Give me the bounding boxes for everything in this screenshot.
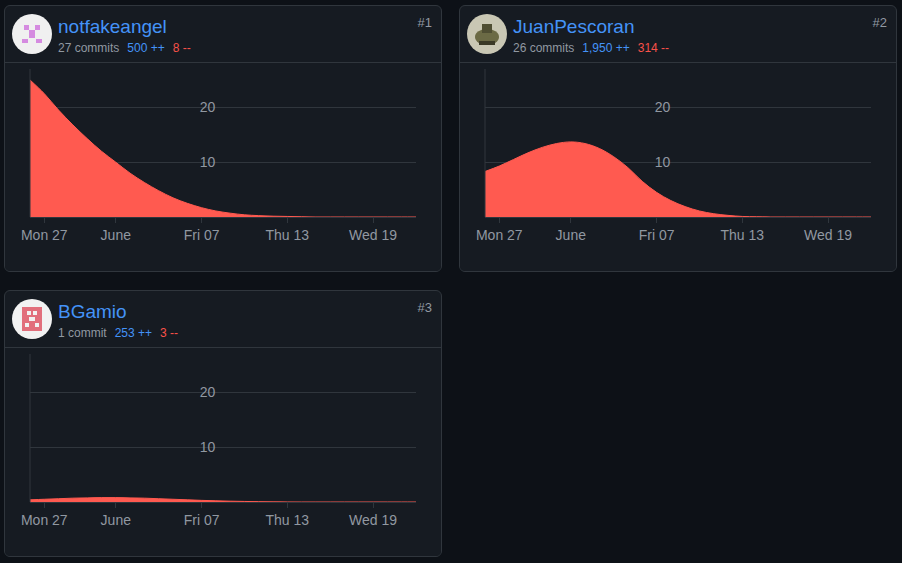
- html-text:8 --: 8 --: [172, 41, 191, 55]
- html-text:1 commit: 1 commit: [58, 326, 107, 340]
- html-text:3 --: 3 --: [160, 326, 179, 340]
- html-text:27 commits: 27 commits: [58, 41, 120, 55]
- svg-text:Fri 07: Fri 07: [639, 227, 675, 243]
- html-text:1,950 ++: 1,950 ++: [582, 41, 630, 55]
- svg-text:Wed 19: Wed 19: [349, 512, 397, 528]
- html-text:#2: #2: [872, 15, 887, 30]
- html-text:314 --: 314 --: [637, 41, 670, 55]
- svg-text:10: 10: [655, 154, 671, 170]
- svg-text:10: 10: [200, 154, 216, 170]
- svg-text:June: June: [556, 227, 587, 243]
- html-text:#3: #3: [417, 300, 432, 315]
- svg-text:Mon 27: Mon 27: [476, 227, 523, 243]
- html-text:BGamio: BGamio: [58, 301, 127, 322]
- svg-text:June: June: [101, 512, 132, 528]
- svg-text:10: 10: [200, 439, 216, 455]
- svg-text:Wed 19: Wed 19: [804, 227, 852, 243]
- svg-text:Thu 13: Thu 13: [266, 227, 310, 243]
- svg-text:20: 20: [200, 384, 216, 400]
- svg-text:Wed 19: Wed 19: [349, 227, 397, 243]
- html-text:#1: #1: [417, 15, 432, 30]
- html-text:500 ++: 500 ++: [127, 41, 165, 55]
- html-text:253 ++: 253 ++: [114, 326, 153, 340]
- svg-text:June: June: [101, 227, 132, 243]
- svg-text:20: 20: [200, 99, 216, 115]
- html-text:26 commits: 26 commits: [513, 41, 575, 55]
- svg-text:Thu 13: Thu 13: [721, 227, 765, 243]
- svg-text:Fri 07: Fri 07: [184, 227, 220, 243]
- svg-text:Fri 07: Fri 07: [184, 512, 220, 528]
- svg-text:Mon 27: Mon 27: [21, 512, 68, 528]
- html-text:notfakeangel: notfakeangel: [58, 16, 167, 37]
- html-text:JuanPescoran: JuanPescoran: [513, 16, 635, 37]
- svg-text:Thu 13: Thu 13: [266, 512, 310, 528]
- svg-text:Mon 27: Mon 27: [21, 227, 68, 243]
- svg-text:20: 20: [655, 99, 671, 115]
